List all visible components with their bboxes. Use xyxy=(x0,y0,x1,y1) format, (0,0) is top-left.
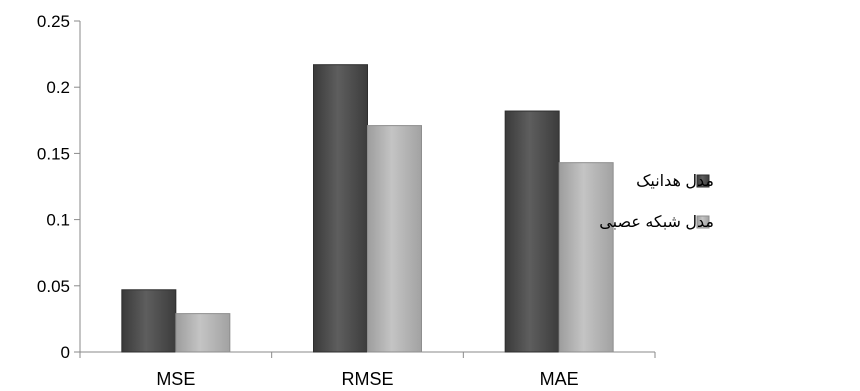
y-tick-label: 0.1 xyxy=(46,211,70,230)
bar-rmse-series-2 xyxy=(367,125,422,353)
y-tick-label: 0.2 xyxy=(46,78,70,97)
y-axis: 0 0.05 0.1 0.15 0.2 0.25 xyxy=(37,12,81,362)
bar-mse-series-2 xyxy=(175,313,231,353)
legend-swatch-series-1 xyxy=(696,174,710,188)
y-tick-label: 0.25 xyxy=(37,12,70,31)
y-tick-label: 0 xyxy=(61,343,70,362)
x-axis: MSE RMSE MAE xyxy=(79,351,656,389)
x-tick-label: RMSE xyxy=(341,369,393,389)
y-tick-label: 0.05 xyxy=(37,277,70,296)
x-tick-label: MSE xyxy=(156,369,195,389)
bars xyxy=(121,64,614,353)
legend-swatch-series-2 xyxy=(696,215,710,229)
y-tick-label: 0.15 xyxy=(37,144,70,163)
legend-label-series-1: مدل هدانیک xyxy=(636,173,714,190)
x-tick-label: MAE xyxy=(540,369,579,389)
bar-mae-series-2 xyxy=(558,162,614,353)
legend: مدل هدانیک مدل شبکه عصبی xyxy=(599,173,714,231)
bar-mae-series-1 xyxy=(504,110,560,353)
bar-mse-series-1 xyxy=(121,289,177,353)
legend-label-series-2: مدل شبکه عصبی xyxy=(599,214,714,231)
bar-rmse-series-1 xyxy=(313,64,368,353)
